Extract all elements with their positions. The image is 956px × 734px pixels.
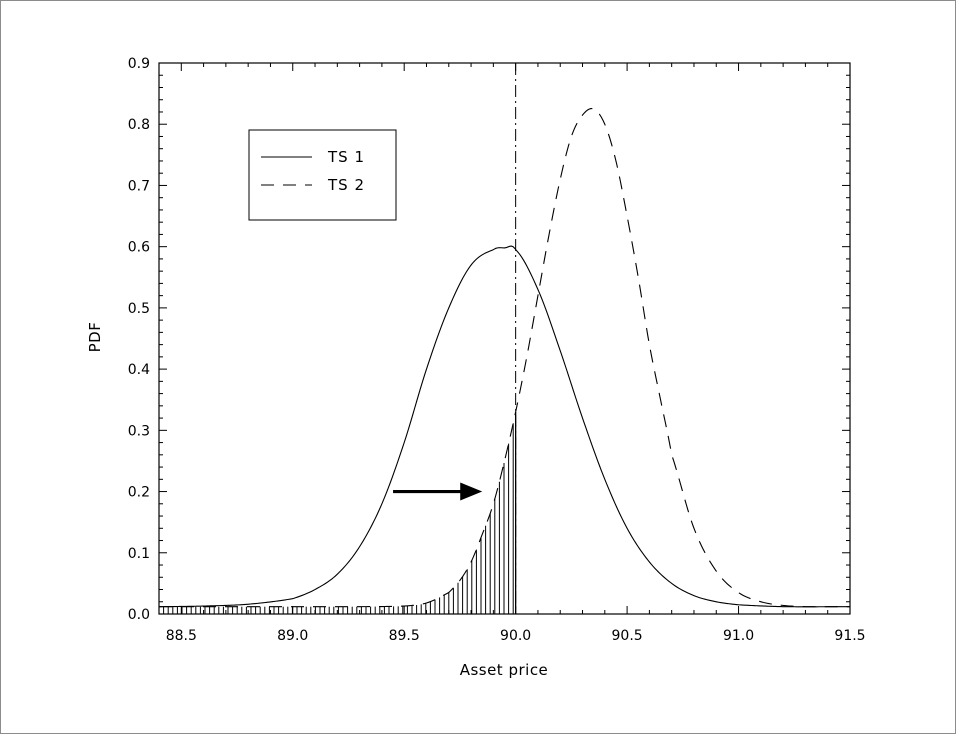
tick-marks bbox=[158, 62, 851, 615]
x-tick-label: 91.0 bbox=[723, 628, 754, 644]
y-tick-label: 0.4 bbox=[128, 362, 150, 378]
shaded-hatch-region bbox=[158, 411, 517, 614]
x-tick-label: 89.5 bbox=[389, 628, 420, 644]
y-tick-label: 0.3 bbox=[128, 423, 150, 439]
legend-label-1: TS 1 bbox=[327, 148, 365, 166]
x-tick-label: 89.0 bbox=[277, 628, 308, 644]
y-tick-label: 0.5 bbox=[128, 301, 150, 317]
tick-labels: 88.5 89.0 89.5 90.0 90.5 91.0 91.5 0.0 0.1 0.2 0.3… bbox=[128, 56, 866, 644]
legend-label-2: TS 2 bbox=[327, 176, 365, 194]
plot-area-frame bbox=[158, 62, 851, 615]
y-tick-label: 0.2 bbox=[128, 485, 150, 501]
series-line-ts-2 bbox=[159, 108, 850, 608]
legend: TS 1 TS 2 bbox=[248, 129, 397, 221]
y-tick-label: 0.8 bbox=[128, 117, 150, 133]
y-tick-label: 0.7 bbox=[128, 178, 150, 194]
x-tick-label: 91.5 bbox=[834, 628, 865, 644]
series-line-ts-1 bbox=[158, 245, 850, 608]
axes bbox=[158, 62, 851, 615]
x-tick-label: 88.5 bbox=[166, 628, 197, 644]
arrow-head bbox=[460, 482, 483, 501]
curves bbox=[158, 108, 850, 608]
x-tick-label: 90.0 bbox=[500, 628, 531, 644]
arrow-annotation bbox=[393, 482, 483, 501]
y-tick-label: 0.9 bbox=[128, 56, 150, 72]
legend-box bbox=[248, 129, 397, 221]
y-tick-label: 0.0 bbox=[128, 607, 150, 623]
y-axis-label: PDF bbox=[86, 322, 104, 353]
y-tick-label: 0.6 bbox=[128, 240, 150, 256]
x-axis-label: Asset price bbox=[460, 661, 549, 679]
y-tick-label: 0.1 bbox=[128, 546, 150, 562]
x-tick-label: 90.5 bbox=[612, 628, 643, 644]
